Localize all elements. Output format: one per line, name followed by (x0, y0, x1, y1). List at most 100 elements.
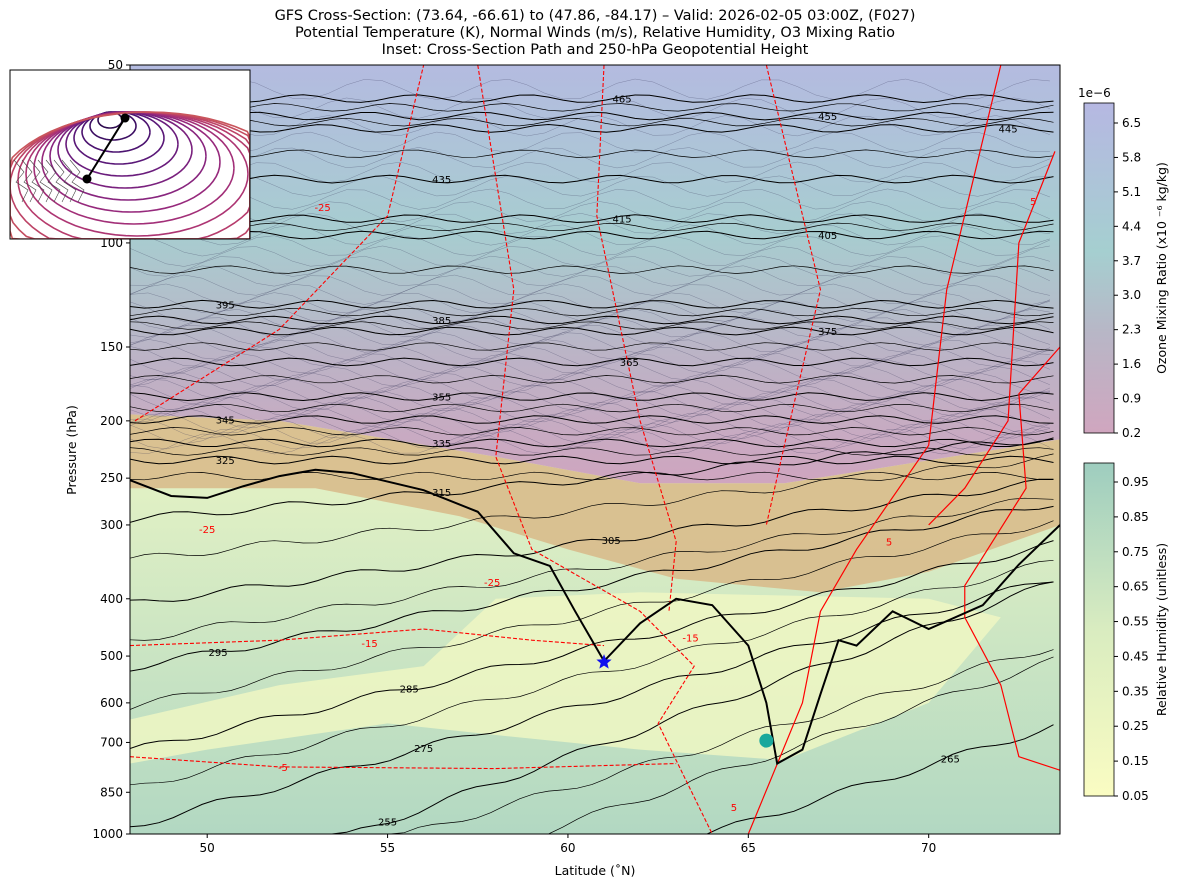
wind-label: -25 (199, 525, 215, 536)
ozone-contour-line (130, 352, 1050, 374)
theta-contour-370 (130, 342, 1054, 351)
colorbar-tick-label: 6.5 (1122, 116, 1141, 130)
dynamic-tropopause-line (130, 468, 1060, 766)
x-tick-label: 70 (921, 841, 936, 855)
positive-wind-contour (928, 151, 1056, 526)
dry-air-fill (130, 592, 1001, 764)
ozone-contour-line (130, 366, 1050, 387)
theta-contour-310 (130, 453, 1054, 559)
y-axis-label: Pressure (hPa) (64, 405, 79, 495)
theta-contour-435 (130, 174, 1054, 184)
coastline (13, 159, 29, 203)
theta-contour-385 (130, 315, 1054, 325)
negative-wind-contour (765, 65, 822, 526)
ozone-contour-line (130, 78, 1050, 100)
y-tick-label: 500 (100, 649, 123, 663)
ozone-contour-line (130, 396, 1050, 418)
wind-label: 5 (1030, 197, 1036, 208)
colorbar-tick-label: 1.6 (1122, 357, 1141, 371)
wind-label: 5 (886, 538, 892, 549)
y-tick-label: 200 (100, 414, 123, 428)
theta-contour-280 (130, 559, 1054, 786)
y-tick-label: 850 (100, 785, 123, 799)
wind-label: 5 (731, 803, 737, 814)
ozone-contour-line (130, 255, 1050, 277)
x-tick-label: 60 (560, 841, 575, 855)
ozone-contour-line (130, 97, 1050, 119)
theta-contour-290 (130, 520, 1054, 710)
star-marker (596, 654, 612, 669)
theta-contour-315 (130, 437, 1054, 523)
theta-label: 415 (613, 215, 632, 226)
colorbar-tick-label: 0.35 (1122, 684, 1149, 698)
theta-contour-380 (130, 321, 1054, 330)
coastline (61, 159, 77, 203)
theta-contour-305 (130, 478, 1054, 602)
theta-label: 265 (941, 754, 960, 765)
y-tick-label: 700 (100, 735, 123, 749)
theta-contour-445 (130, 123, 1054, 133)
ozone-contour-line (130, 161, 1050, 183)
coastline (37, 159, 53, 203)
theta-label: 325 (216, 456, 235, 467)
ozone-contour-line (130, 331, 1050, 353)
ozone-contour-line (130, 407, 1050, 429)
ozone-contour-line (130, 428, 1050, 450)
colorbar-tick-label: 0.85 (1122, 510, 1149, 524)
x-tick-label: 50 (200, 841, 215, 855)
x-tick-label: 55 (380, 841, 395, 855)
ozone-contour-line (130, 131, 1050, 153)
theta-label: 295 (208, 648, 227, 659)
ozone-contour-line (130, 292, 1050, 314)
wind-label: -25 (484, 578, 500, 589)
theta-contour-390 (130, 307, 1054, 317)
y-tick-label: 400 (100, 592, 123, 606)
colorbar-tick-label: 0.25 (1122, 719, 1149, 733)
path-start-marker (120, 113, 130, 123)
theta-label: 275 (414, 744, 433, 755)
height-contour (57, 111, 193, 189)
positive-wind-contour (747, 65, 1002, 834)
height-contour (49, 111, 207, 201)
height-contour (73, 111, 165, 165)
cross-section-path (86, 117, 126, 180)
theta-label: 385 (432, 316, 451, 327)
wind-label: -25 (314, 203, 330, 214)
y-tick-label: 250 (100, 471, 123, 485)
geopotential-contours (10, 111, 250, 239)
wind-label: -15 (682, 633, 698, 644)
y-tick-label: 50 (108, 58, 123, 72)
colorbar-tick-label: 5.8 (1122, 150, 1141, 164)
theta-contour-350 (130, 403, 1054, 413)
chart-inset-title: Inset: Cross-Section Path and 250-hPa Ge… (381, 42, 809, 58)
ozone-contour-line (130, 265, 1050, 287)
theta-contour-270 (130, 649, 1054, 834)
height-contour (33, 111, 235, 225)
theta-contour-295 (130, 505, 1054, 672)
ozone-contour-line (130, 423, 1050, 445)
ozone-contour-line (130, 359, 1050, 381)
colorbar-label: Relative Humidity (unitless) (1154, 543, 1169, 716)
colorbar-tick-label: 0.95 (1122, 475, 1149, 489)
colorbar-tick-label: 0.45 (1122, 649, 1149, 663)
height-contour (25, 111, 249, 237)
theta-contour-360 (130, 375, 1054, 384)
height-contour (81, 111, 151, 153)
positive-wind-contour (964, 346, 1060, 771)
theta-label: 255 (378, 817, 397, 828)
inset-frame (9, 69, 251, 240)
coastline (29, 159, 45, 203)
colorbar-tick-label: 0.2 (1122, 426, 1141, 440)
theta-contour-440 (130, 149, 1054, 158)
colorbar-tick-label: 0.75 (1122, 545, 1149, 559)
theta-contour-465 (130, 94, 1054, 104)
theta-contour-330 (130, 447, 1054, 456)
theta-label: 305 (602, 536, 621, 547)
colorbar-tick-label: 5.1 (1122, 185, 1141, 199)
theta-contour-455 (130, 111, 1054, 121)
theta-contour-415 (130, 214, 1054, 224)
colorbar-tick-label: 0.9 (1122, 392, 1141, 406)
negative-wind-contour (130, 628, 605, 647)
y-tick-label: 150 (100, 340, 123, 354)
wind-label: -15 (361, 639, 377, 650)
